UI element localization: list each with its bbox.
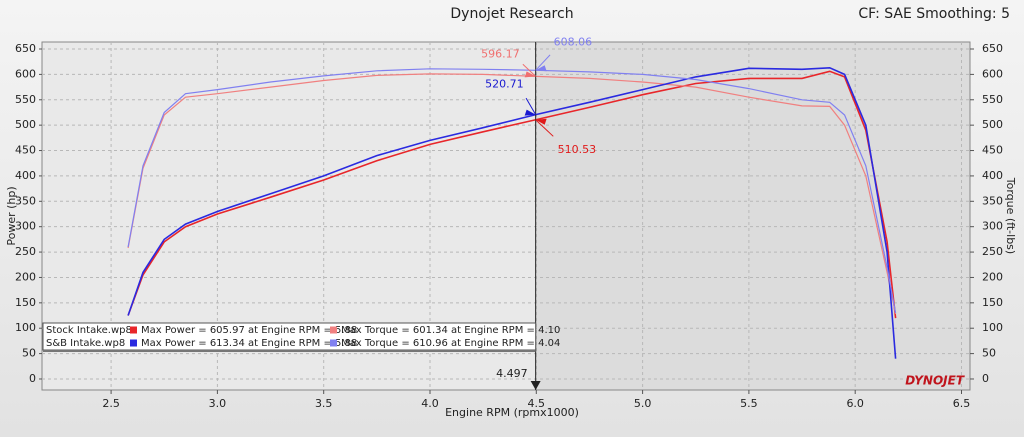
y-tick-label: 100 xyxy=(15,321,36,334)
y2-tick-label: 0 xyxy=(982,372,989,385)
y-tick-label: 650 xyxy=(15,42,36,55)
y2-tick-label: 350 xyxy=(982,194,1003,207)
y2-tick-label: 150 xyxy=(982,296,1003,309)
y2-tick-label: 550 xyxy=(982,93,1003,106)
x-tick-label: 6.5 xyxy=(953,397,971,410)
x-tick-label: 4.0 xyxy=(421,397,439,410)
x-tick-label: 5.5 xyxy=(740,397,758,410)
x-tick-label: 4.5 xyxy=(528,397,546,410)
y-tick-label: 50 xyxy=(22,347,36,360)
legend-box xyxy=(42,322,537,351)
y-tick-label: 0 xyxy=(29,372,36,385)
readout-value: 608.06 xyxy=(554,35,593,48)
y2-tick-label: 300 xyxy=(982,220,1003,233)
y-tick-label: 350 xyxy=(15,194,36,207)
x-tick-label: 2.5 xyxy=(102,397,120,410)
y2-axis-title: Torque (ft-lbs) xyxy=(1004,177,1017,254)
y2-tick-label: 250 xyxy=(982,245,1003,258)
legend-label: Max Power = 613.34 at Engine RPM = 5.88 xyxy=(141,338,357,349)
plot-background xyxy=(535,42,970,390)
y2-tick-label: 650 xyxy=(982,42,1003,55)
readout-value: 510.53 xyxy=(558,143,597,156)
series-line xyxy=(127,70,897,319)
x-tick-label: 5.0 xyxy=(634,397,652,410)
y-tick-label: 600 xyxy=(15,67,36,80)
legend-label: Max Torque = 610.96 at Engine RPM = 4.04 xyxy=(341,338,560,349)
legend-label: Max Torque = 601.34 at Engine RPM = 4.10 xyxy=(341,325,560,336)
series-line xyxy=(127,66,897,359)
readout-arrow xyxy=(535,65,547,72)
legend-swatch xyxy=(330,326,337,334)
y2-tick-label: 200 xyxy=(982,270,1003,283)
y2-tick-label: 100 xyxy=(982,321,1003,334)
logo: DYNOJET xyxy=(905,374,965,388)
readout-arrow xyxy=(535,118,547,125)
readout-arrow xyxy=(524,71,536,78)
readout-leader xyxy=(522,63,537,77)
y2-tick-label: 400 xyxy=(982,169,1003,182)
legend-run: Stock Intake.wp8 xyxy=(46,325,132,336)
y2-tick-label: 500 xyxy=(982,118,1003,131)
readout-value: 520.71 xyxy=(485,78,524,91)
readout-leader xyxy=(535,54,551,71)
readout-leader xyxy=(525,97,537,115)
y-tick-label: 500 xyxy=(15,118,36,131)
y-tick-label: 250 xyxy=(15,245,36,258)
legend-swatch xyxy=(330,339,337,347)
plot-frame xyxy=(41,41,971,391)
x-tick-label: 6.0 xyxy=(846,397,864,410)
y-tick-label: 300 xyxy=(15,220,36,233)
cursor-arrow xyxy=(530,381,541,390)
y-tick-label: 200 xyxy=(15,270,36,283)
legend-swatch xyxy=(130,339,137,347)
readout-leader xyxy=(535,119,554,137)
chart-subtitle: CF: SAE Smoothing: 5 xyxy=(858,6,1010,22)
y2-tick-label: 50 xyxy=(982,347,996,360)
readout-value: 596.17 xyxy=(481,47,520,60)
x-axis-title: Engine RPM (rpmx1000) xyxy=(445,406,579,419)
legend-run: S&B Intake.wp8 xyxy=(46,338,125,349)
y-tick-label: 550 xyxy=(15,93,36,106)
legend-label: Max Power = 605.97 at Engine RPM = 5.88 xyxy=(141,325,357,336)
legend-swatch xyxy=(130,326,137,334)
legend-shadow xyxy=(43,350,536,352)
series-line xyxy=(127,73,897,315)
y-tick-label: 450 xyxy=(15,144,36,157)
chart-title: Dynojet Research xyxy=(450,6,573,22)
x-tick-label: 3.5 xyxy=(315,397,333,410)
y2-tick-label: 600 xyxy=(982,67,1003,80)
y2-tick-label: 450 xyxy=(982,144,1003,157)
cursor-label: 4.497 xyxy=(496,367,528,380)
readout-arrow xyxy=(524,109,536,116)
y-tick-label: 150 xyxy=(15,296,36,309)
y-tick-label: 400 xyxy=(15,169,36,182)
y-axis-title: Power (hp) xyxy=(5,186,18,245)
x-tick-label: 3.0 xyxy=(209,397,227,410)
